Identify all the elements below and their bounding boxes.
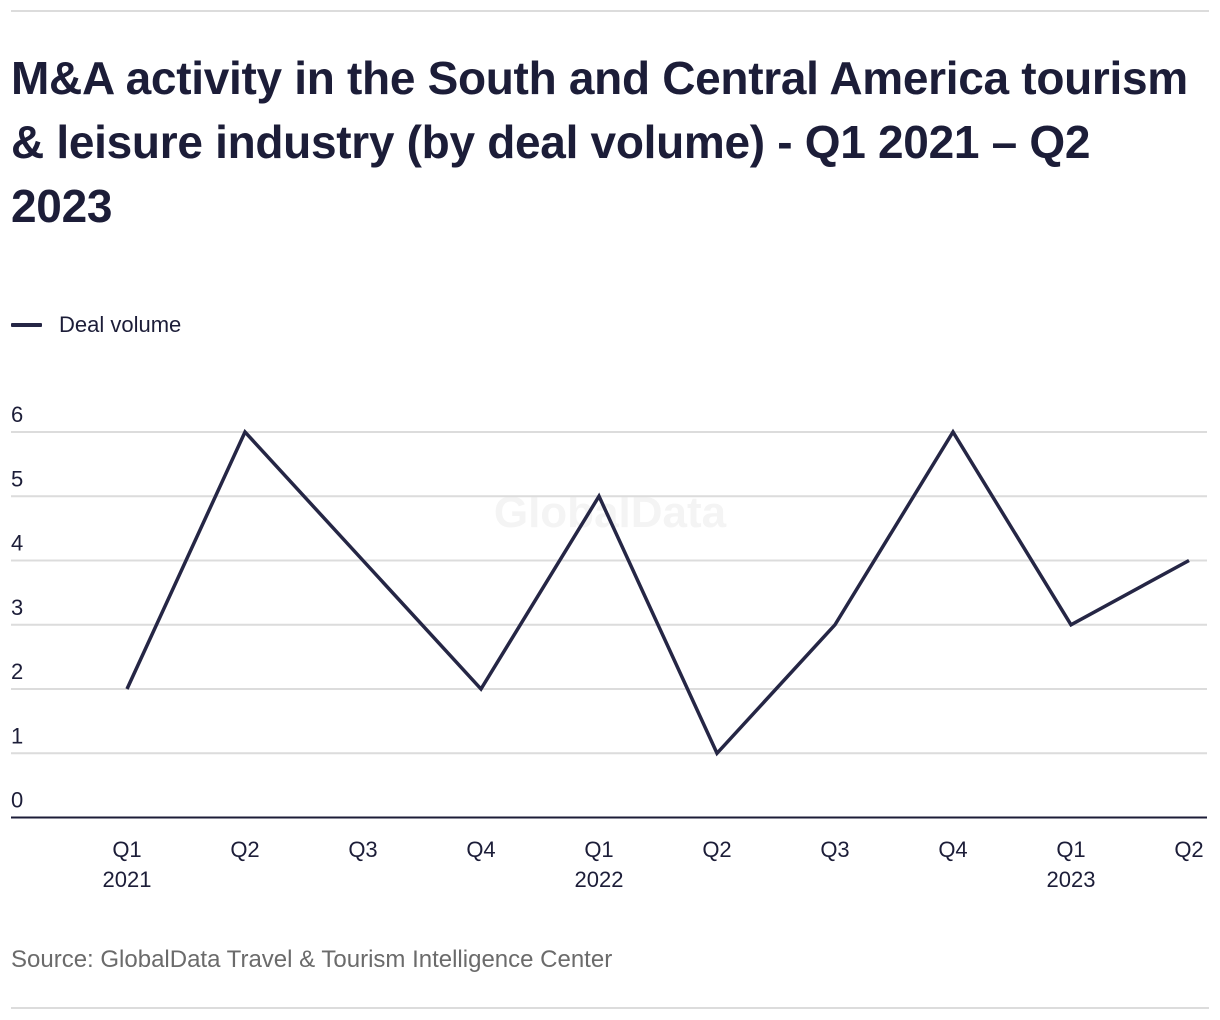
legend-line-swatch-icon: [11, 323, 42, 327]
legend-label: Deal volume: [59, 312, 182, 337]
x-tick-label-quarter: Q4: [938, 837, 967, 862]
bottom-divider: [11, 1007, 1209, 1009]
series-deal-volume: [125, 428, 1190, 757]
x-tick-label-quarter: Q3: [348, 837, 377, 862]
y-tick-label: 3: [11, 595, 23, 620]
x-tick-label-quarter: Q1: [584, 837, 613, 862]
x-axis-ticks: Q1 2021 Q2 Q3 Q4 Q1 2022 Q2 Q3 Q4 Q1 2023 Q2: [103, 837, 1204, 892]
x-tick-label-quarter: Q3: [820, 837, 849, 862]
series-line: [125, 428, 1190, 757]
y-tick-label: 5: [11, 466, 23, 491]
chart-title: M&A activity in the South and Central Am…: [11, 52, 1188, 232]
x-tick-label-quarter: Q4: [466, 837, 495, 862]
y-tick-label: 2: [11, 659, 23, 684]
source-note: Source: GlobalData Travel & Tourism Inte…: [11, 946, 613, 973]
x-tick-label-quarter: Q2: [1174, 837, 1203, 862]
x-tick-label-year: 2023: [1047, 867, 1096, 892]
x-tick-label-quarter: Q1: [112, 837, 141, 862]
y-axis-ticks: 0 1 2 3 4 5 6: [11, 402, 23, 813]
y-tick-label: 1: [11, 723, 23, 748]
x-tick-label-quarter: Q2: [702, 837, 731, 862]
y-tick-label: 6: [11, 402, 23, 427]
x-tick-label-quarter: Q1: [1056, 837, 1085, 862]
top-divider: [11, 10, 1209, 12]
x-tick-label-year: 2022: [575, 867, 624, 892]
x-tick-label-year: 2021: [103, 867, 152, 892]
y-tick-label: 4: [11, 531, 23, 556]
gridlines: [11, 431, 1207, 755]
legend: Deal volume: [11, 312, 181, 338]
x-tick-label-quarter: Q2: [230, 837, 259, 862]
y-tick-label: 0: [11, 788, 23, 813]
